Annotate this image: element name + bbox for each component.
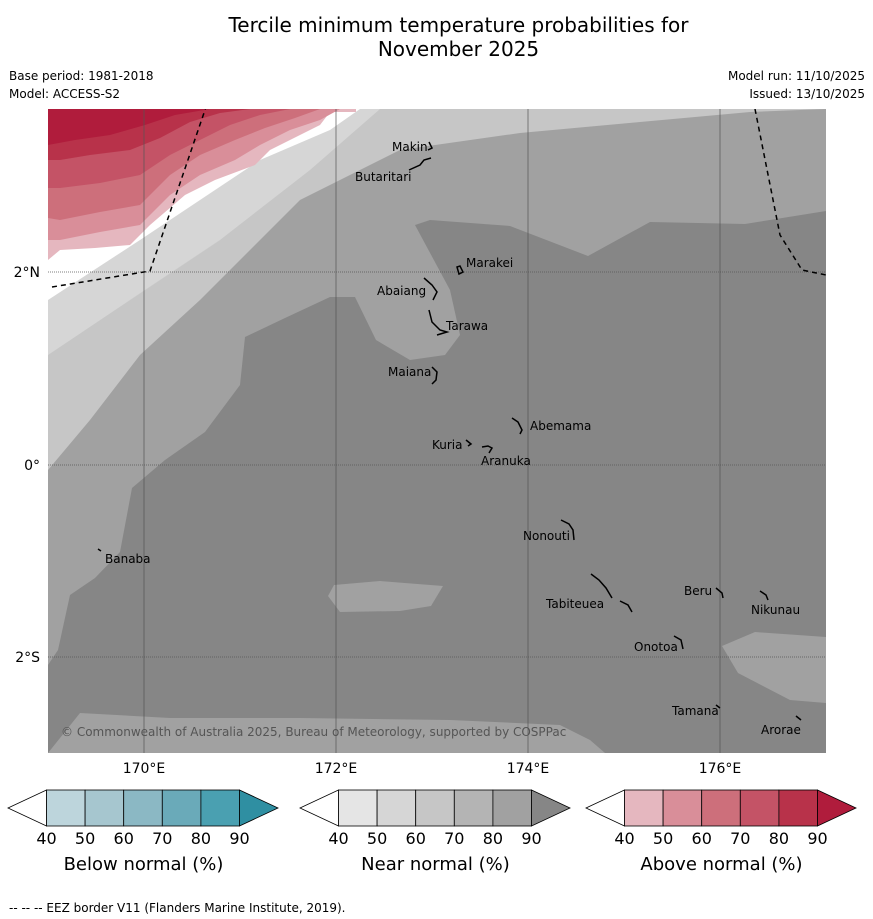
colorbar-above: 40 50 60 70 80 90 [585, 789, 857, 848]
colorbar-near-tick: 60 [406, 829, 426, 848]
colorbar-below-bin-5 [200, 789, 240, 827]
colorbar-near-low-extend [299, 789, 339, 827]
colorbars: 40 50 60 70 80 90 40 50 60 70 80 90 40 50 60 70 80 90 [7, 789, 857, 848]
lat-label-0: 0° [24, 458, 40, 474]
colorbar-below-tick: 50 [75, 829, 95, 848]
label-maiana: Maiana [388, 365, 431, 379]
colorbar-label-above: Above normal (%) [640, 854, 803, 875]
map-title-line2: November 2025 [377, 37, 540, 61]
island-labels: Makin Butaritari Marakei Abaiang Tarawa … [105, 140, 801, 737]
lon-label-176E: 176°E [699, 761, 742, 777]
colorbar-near-bin-1 [338, 789, 378, 827]
lat-label-2N: 2°N [14, 265, 40, 281]
eez-legend-text: -- -- -- EEZ border V11 (Flanders Marine… [9, 901, 346, 915]
label-butaritari: Butaritari [355, 170, 412, 184]
colorbar-near-tick: 50 [367, 829, 387, 848]
colorbar-above-tick: 90 [807, 829, 827, 848]
label-nonouti: Nonouti [523, 529, 570, 543]
colorbar-above-low-extend [585, 789, 625, 827]
label-nikunau: Nikunau [751, 603, 800, 617]
colorbar-above-bin-4 [739, 789, 780, 827]
colorbar-near-tick: 80 [483, 829, 503, 848]
label-arorae: Arorae [761, 723, 801, 737]
label-banaba: Banaba [105, 552, 151, 566]
colorbar-near-tick: 90 [521, 829, 541, 848]
colorbar-near-tick: 40 [328, 829, 348, 848]
label-tarawa: Tarawa [445, 319, 488, 333]
colorbar-above-tick: 50 [653, 829, 673, 848]
colorbar-below-bin-2 [84, 789, 125, 827]
map-title-line1: Tercile minimum temperature probabilitie… [228, 13, 689, 37]
colorbar-below-bin-4 [161, 789, 202, 827]
colorbar-above-bin-5 [778, 789, 818, 827]
colorbar-below-high-extend [239, 789, 279, 827]
colorbar-below-tick: 90 [229, 829, 249, 848]
issued-date: Issued: 13/10/2025 [749, 87, 865, 101]
island-outlines [97, 141, 802, 721]
colorbar-near-high-extend [531, 789, 571, 827]
colorbar-near-tick: 70 [444, 829, 464, 848]
probability-map: Makin Butaritari Marakei Abaiang Tarawa … [48, 109, 826, 753]
label-abaiang: Abaiang [377, 284, 426, 298]
colorbar-near-bin-2 [376, 789, 417, 827]
colorbar-label-near: Near normal (%) [361, 854, 510, 875]
colorbar-near-bin-3 [415, 789, 455, 827]
label-tamana: Tamana [671, 704, 719, 718]
label-beru: Beru [684, 584, 712, 598]
colorbar-above-bin-3 [701, 789, 741, 827]
colorbar-above-bin-2 [662, 789, 703, 827]
colorbar-above-tick: 40 [614, 829, 634, 848]
model-run: Model run: 11/10/2025 [727, 69, 865, 83]
colorbar-above-bin-1 [624, 789, 664, 827]
contour-near-80 [48, 211, 826, 753]
base-period: Base period: 1981-2018 [9, 69, 154, 83]
colorbar-near: 40 50 60 70 80 90 [299, 789, 571, 848]
lon-label-170E: 170°E [123, 761, 166, 777]
eez-border [51, 109, 826, 288]
lon-labels: 170°E 172°E 174°E 176°E [123, 761, 742, 777]
colorbar-below-tick: 60 [114, 829, 134, 848]
colorbar-label-below: Below normal (%) [63, 854, 224, 875]
copyright-text: © Commonwealth of Australia 2025, Bureau… [61, 725, 566, 739]
label-kuria: Kuria [432, 438, 463, 452]
graticule [48, 109, 826, 753]
label-tabiteuea: Tabiteuea [545, 597, 604, 611]
colorbar-below-tick: 70 [152, 829, 172, 848]
label-onotoa: Onotoa [634, 640, 678, 654]
lat-label-2S: 2°S [15, 650, 40, 666]
colorbar-above-high-extend [817, 789, 857, 827]
label-abemama: Abemama [530, 419, 591, 433]
lon-label-174E: 174°E [507, 761, 550, 777]
lat-labels: 2°N 0° 2°S [14, 265, 41, 666]
colorbar-below-bin-1 [46, 789, 86, 827]
colorbar-below-bin-3 [123, 789, 163, 827]
colorbar-below: 40 50 60 70 80 90 [7, 789, 279, 848]
label-makin: Makin [392, 140, 428, 154]
colorbar-below-low-extend [7, 789, 47, 827]
contour-above-95 [48, 109, 210, 145]
model-name: Model: ACCESS-S2 [9, 87, 121, 101]
contour-near-70-patch [328, 581, 443, 612]
lon-label-172E: 172°E [315, 761, 358, 777]
colorbar-near-bin-4 [453, 789, 494, 827]
label-aranuka: Aranuka [481, 454, 531, 468]
colorbar-near-bin-5 [492, 789, 532, 827]
colorbar-above-tick: 80 [769, 829, 789, 848]
colorbar-above-tick: 70 [730, 829, 750, 848]
colorbar-above-tick: 60 [692, 829, 712, 848]
colorbar-below-tick: 80 [191, 829, 211, 848]
label-marakei: Marakei [466, 256, 513, 270]
colorbar-below-tick: 40 [36, 829, 56, 848]
